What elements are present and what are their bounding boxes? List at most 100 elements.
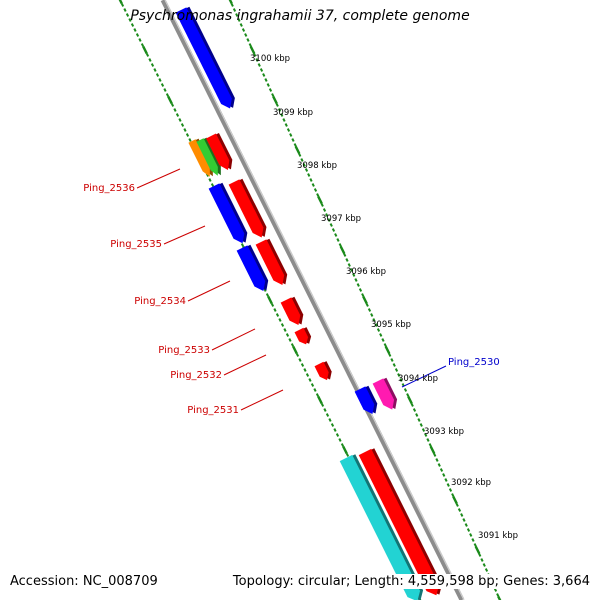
outer-ruler-tick: [255, 58, 259, 62]
inner-ruler-tick: [308, 378, 312, 382]
outer-ruler-tick: [469, 533, 473, 537]
outer-ruler-tick: [419, 423, 423, 427]
inner-ruler-tick: [138, 38, 142, 42]
inner-ruler-tick: [335, 433, 340, 437]
gene-label[interactable]: Ping_2530: [448, 357, 500, 368]
outer-ruler-tick: [249, 45, 256, 55]
outer-ruler-tick: [336, 238, 340, 242]
outer-ruler-tick: [327, 218, 331, 222]
gene-red-2535[interactable]: [228, 179, 264, 238]
outer-ruler-tick: [442, 473, 446, 477]
label-leader-lines: [136, 168, 447, 411]
outer-ruler-tick: [365, 303, 369, 307]
gene-label[interactable]: Ping_2531: [187, 405, 239, 416]
inner-ruler-tick: [317, 395, 323, 405]
gene-label[interactable]: Ping_2535: [110, 239, 162, 250]
inner-ruler-tick: [120, 3, 125, 7]
gene-red-2531[interactable]: [314, 361, 329, 381]
outer-ruler-tick: [374, 323, 378, 327]
gene-blue-2535[interactable]: [208, 183, 245, 244]
gene-blue-2530a[interactable]: [354, 386, 375, 415]
gene-red-2534[interactable]: [255, 239, 285, 285]
outer-ruler-tick: [471, 538, 475, 542]
inner-ruler-tick: [267, 295, 273, 305]
inner-ruler-tick: [288, 338, 292, 342]
accession-text: Accession: NC_008709: [10, 574, 158, 589]
outer-ruler-tick: [293, 143, 297, 147]
outer-ruler-tick: [444, 478, 448, 482]
inner-ruler-tick: [340, 443, 345, 447]
outer-ruler-tick: [325, 213, 329, 217]
outer-ruler-tick: [370, 313, 374, 317]
gene-red-bottom[interactable]: [358, 448, 440, 596]
outer-ruler-tick: [388, 353, 392, 357]
inner-ruler-tick: [280, 323, 285, 327]
inner-ruler-tick: [270, 303, 275, 307]
gene-orange[interactable]: [188, 139, 210, 177]
inner-ruler-tick: [342, 445, 348, 455]
outer-ruler-tick: [289, 133, 293, 137]
outer-ruler-tick: [390, 358, 394, 362]
outer-ruler-tick: [356, 283, 360, 287]
outer-ruler-tick: [362, 295, 368, 305]
inner-ruler-tick: [170, 103, 175, 107]
gene-magenta-2530[interactable]: [372, 378, 395, 410]
outer-ruler-tick: [412, 408, 417, 412]
outer-ruler-tick: [307, 173, 311, 177]
outer-ruler-tick: [493, 588, 498, 592]
inner-ruler-tick: [178, 118, 182, 122]
inner-ruler-tick: [328, 418, 332, 422]
inner-ruler-tick: [130, 23, 135, 27]
scale-label: 3100 kbp: [250, 54, 290, 64]
outer-ruler-tick: [329, 223, 333, 227]
outer-ruler-tick: [316, 193, 320, 197]
outer-ruler-tick: [354, 278, 358, 282]
inner-ruler-tick: [148, 58, 152, 62]
outer-ruler-tick: [253, 53, 257, 57]
outer-ruler-tick: [448, 488, 453, 492]
inner-ruler-tick: [155, 73, 160, 77]
gene-blue-top[interactable]: [175, 7, 232, 109]
outer-ruler-tick: [309, 178, 313, 182]
scale-label: 3097 kbp: [321, 214, 361, 224]
gene-label[interactable]: Ping_2536: [83, 183, 135, 194]
gene-label-leader: [187, 280, 231, 302]
gene-green[interactable]: [196, 138, 218, 176]
outer-ruler-tick: [466, 528, 471, 532]
inner-ruler-tick: [142, 45, 148, 55]
outer-ruler-tick: [433, 453, 437, 457]
outer-ruler-tick: [496, 593, 500, 597]
gene-red-2532[interactable]: [294, 327, 309, 345]
scale-label: 3092 kbp: [451, 478, 491, 488]
inner-ruler-tick: [333, 428, 337, 432]
scale-ruler-outer: [228, 0, 502, 600]
gene-red-2533[interactable]: [280, 297, 301, 326]
gene-blue-2534[interactable]: [236, 245, 266, 291]
outer-ruler-tick: [429, 445, 436, 455]
map-title: Psychromonas ingrahamii 37, complete gen…: [130, 8, 470, 24]
outer-ruler-tick: [320, 203, 324, 207]
inner-ruler-tick: [275, 313, 280, 317]
outer-ruler-tick: [322, 208, 327, 212]
gene-cyan-bottom[interactable]: [339, 454, 421, 600]
gene-features: [175, 6, 443, 600]
outer-ruler-tick: [417, 418, 421, 422]
gene-label[interactable]: Ping_2532: [170, 370, 222, 381]
inner-ruler-tick: [180, 123, 185, 127]
outer-ruler-tick: [264, 78, 268, 82]
outer-ruler-tick: [376, 328, 381, 332]
gene-red-2536[interactable]: [206, 133, 230, 171]
gene-label[interactable]: Ping_2533: [158, 345, 210, 356]
genome-backbone-highlight: [164, 0, 465, 600]
inner-ruler-tick: [298, 358, 302, 362]
gene-label[interactable]: Ping_2534: [134, 296, 186, 307]
outer-ruler-tick: [352, 273, 356, 277]
outer-ruler-tick: [339, 245, 346, 255]
inner-ruler-tick: [310, 383, 315, 387]
inner-ruler-tick: [173, 108, 177, 112]
outer-ruler-tick: [271, 93, 275, 97]
outer-ruler-tick: [372, 318, 376, 322]
inner-ruler-tick: [338, 438, 342, 442]
outer-ruler-tick: [421, 428, 426, 432]
